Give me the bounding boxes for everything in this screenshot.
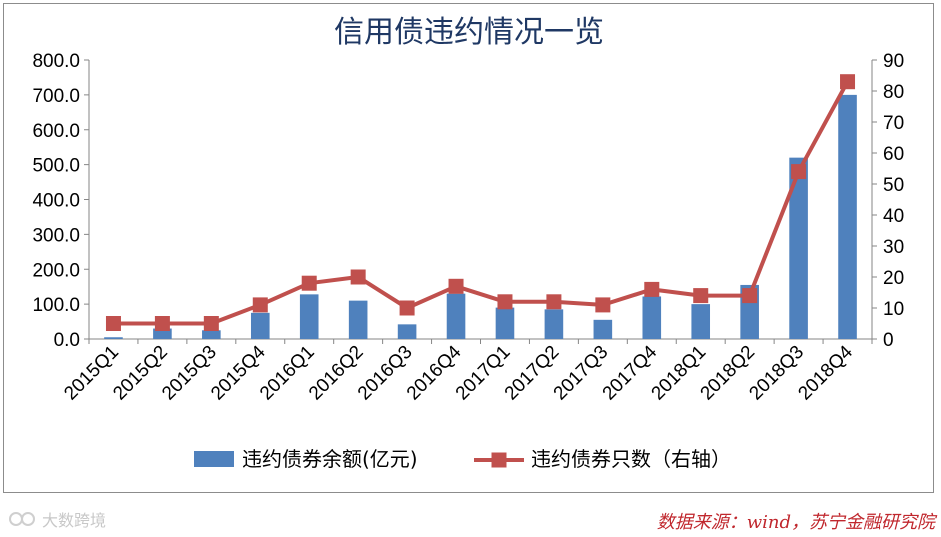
- left-tick-label: 200.0: [32, 260, 80, 281]
- bar-2018Q3: [789, 157, 808, 339]
- bar-2017Q1: [495, 307, 515, 339]
- bar-2015Q2: [153, 328, 172, 339]
- line-marker-2015Q3: [203, 316, 219, 331]
- watermark: 大数跨境: [8, 507, 106, 531]
- x-tick-label: 2018Q4: [794, 341, 857, 404]
- line-marker-2018Q1: [693, 288, 709, 304]
- bar-2015Q4: [250, 312, 270, 339]
- line-series: [105, 74, 856, 331]
- bar-2018Q1: [691, 304, 711, 339]
- bar-2015Q1: [104, 337, 123, 339]
- right-tick-label: 50: [883, 175, 904, 196]
- bar-2016Q2: [348, 300, 368, 339]
- watermark-text: 大数跨境: [42, 511, 107, 530]
- bar-series: [104, 94, 857, 339]
- right-tick-label: 0: [883, 330, 894, 351]
- line-marker-2016Q2: [350, 269, 366, 285]
- line-path: [113, 80, 850, 326]
- left-tick-label: 500.0: [32, 156, 80, 177]
- line-marker-2016Q4: [448, 278, 464, 294]
- right-tick-label: 90: [883, 51, 904, 72]
- bar-2016Q3: [397, 324, 417, 339]
- right-tick-label: 30: [883, 237, 904, 258]
- bar-2016Q4: [446, 293, 466, 339]
- right-tick-label: 80: [883, 82, 904, 103]
- chart-svg: 信用债违约情况一览 0.0 100.0 200.0 300.0 400.0 500.0 60…: [32, 15, 904, 471]
- line-marker-2018Q2: [742, 288, 758, 304]
- bar-2017Q2: [544, 309, 564, 339]
- right-tick-label: 70: [883, 113, 904, 134]
- legend-bar-label: 违约债券余额(亿元): [242, 447, 418, 471]
- bar-2018Q4: [838, 94, 857, 339]
- left-tick-label: 100.0: [32, 295, 80, 316]
- bar-2017Q3: [593, 319, 613, 339]
- line-marker-2015Q1: [105, 316, 121, 331]
- bar-2015Q3: [202, 330, 221, 339]
- chart-title: 信用债违约情况一览: [334, 15, 604, 50]
- legend-bar-swatch: [194, 451, 234, 467]
- line-marker-2016Q3: [399, 300, 415, 316]
- line-marker-2018Q3: [791, 164, 807, 180]
- watermark-logo-icon: [9, 512, 35, 526]
- legend-line-marker: [491, 452, 507, 468]
- left-tick-label: 800.0: [32, 51, 80, 72]
- line-marker-2015Q4: [252, 297, 268, 313]
- line-marker-2018Q4: [840, 74, 856, 90]
- left-tick-label: 400.0: [32, 191, 80, 212]
- source-note: 数据来源：wind，苏宁金融研究院: [656, 512, 935, 533]
- line-marker-2017Q3: [595, 297, 611, 313]
- left-tick-label: 600.0: [32, 121, 80, 142]
- axes: 0.0 100.0 200.0 300.0 400.0 500.0 600.0 700.0 80…: [32, 51, 904, 351]
- bar-2016Q1: [299, 294, 319, 339]
- line-marker-2017Q1: [497, 294, 513, 310]
- chart-frame: 信用债违约情况一览 0.0 100.0 200.0 300.0 400.0 500.0 60…: [3, 3, 934, 493]
- left-tick-label: 0.0: [54, 330, 80, 351]
- legend: 违约债券余额(亿元) 违约债券只数（右轴）: [194, 447, 731, 471]
- left-tick-label: 700.0: [32, 86, 80, 107]
- right-tick-label: 10: [883, 299, 904, 320]
- line-marker-2017Q4: [644, 281, 660, 297]
- legend-line-label: 违约债券只数（右轴）: [531, 447, 731, 471]
- line-marker-2016Q1: [301, 275, 317, 291]
- line-marker-2015Q2: [154, 316, 170, 331]
- bar-2017Q4: [642, 296, 662, 339]
- left-tick-label: 300.0: [32, 225, 80, 246]
- line-marker-2017Q2: [546, 294, 562, 310]
- right-tick-label: 40: [883, 206, 904, 227]
- right-tick-label: 60: [883, 144, 904, 165]
- right-tick-label: 20: [883, 268, 904, 289]
- x-tick-labels: 2015Q12015Q22015Q32015Q42016Q12016Q22016…: [60, 341, 857, 404]
